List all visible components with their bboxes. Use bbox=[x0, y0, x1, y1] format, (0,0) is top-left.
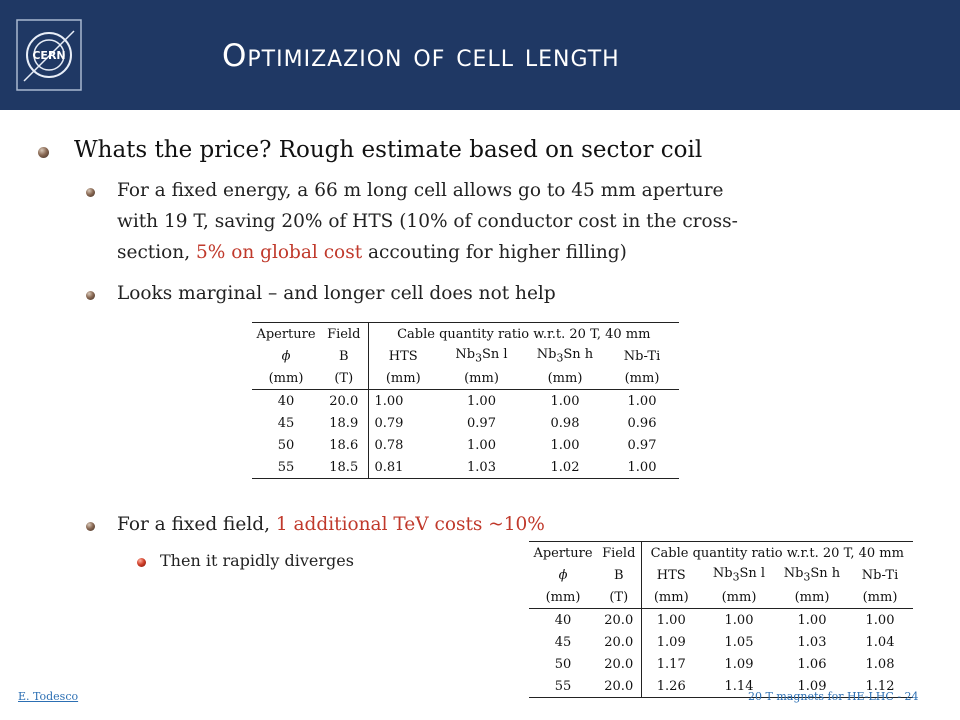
table-row: 40 20.0 1.00 1.00 1.00 1.00 bbox=[252, 389, 679, 412]
table-fixed-field: Aperture Field Cable quantity ratio w.r.… bbox=[529, 541, 913, 698]
footer-slide-info: 20 T magnets for HE-LHC - 24 bbox=[748, 690, 919, 703]
bullet-icon bbox=[137, 558, 146, 567]
footer-author-link[interactable]: E. Todesco bbox=[18, 690, 79, 703]
table-header-row: ϕ B HTS Nb3Sn l Nb3Sn h Nb-Ti bbox=[529, 564, 913, 586]
bullet-text-line: Then it rapidly diverges bbox=[160, 551, 354, 570]
highlight-additional-tev: 1 additional TeV costs ~10% bbox=[275, 514, 545, 535]
bullet-text-line: Looks marginal – and longer cell does no… bbox=[117, 283, 556, 304]
bullet-text-line: with 19 T, saving 20% of HTS (10% of con… bbox=[117, 211, 738, 232]
table-row: 55 18.5 0.81 1.03 1.02 1.00 bbox=[252, 456, 679, 479]
table-row: 50 20.0 1.17 1.09 1.06 1.08 bbox=[529, 653, 913, 675]
table-header-row: Aperture Field Cable quantity ratio w.r.… bbox=[529, 541, 913, 564]
table-row: 40 20.0 1.00 1.00 1.00 1.00 bbox=[529, 608, 913, 631]
table-row: 45 20.0 1.09 1.05 1.03 1.04 bbox=[529, 631, 913, 653]
table-row: 50 18.6 0.78 1.00 1.00 0.97 bbox=[252, 434, 679, 456]
table-row: 45 18.9 0.79 0.97 0.98 0.96 bbox=[252, 412, 679, 434]
svg-text:CERN: CERN bbox=[32, 49, 65, 62]
slide-title: Optimizazion of cell length bbox=[222, 38, 620, 74]
bullet-text-line: For a fixed field, 1 additional TeV cost… bbox=[117, 514, 545, 535]
table-unit-row: (mm) (T) (mm) (mm) (mm) (mm) bbox=[529, 586, 913, 609]
bullet-icon bbox=[38, 147, 49, 158]
highlight-global-cost: 5% on global cost bbox=[195, 242, 363, 263]
bullet-text-line: section, 5% on global cost accouting for… bbox=[117, 242, 627, 263]
table-header-row: ϕ B HTS Nb3Sn l Nb3Sn h Nb-Ti bbox=[252, 345, 679, 367]
bullet-icon bbox=[86, 188, 95, 197]
bullet-text-line: For a fixed energy, a 66 m long cell all… bbox=[117, 180, 724, 201]
table-unit-row: (mm) (T) (mm) (mm) (mm) (mm) bbox=[252, 367, 679, 390]
bullet-icon bbox=[86, 291, 95, 300]
bullet-icon bbox=[86, 522, 95, 531]
bullet-level1-price: Whats the price? Rough estimate based on… bbox=[74, 137, 703, 163]
table-header-row: Aperture Field Cable quantity ratio w.r.… bbox=[252, 322, 679, 345]
table-row: 55 20.0 1.26 1.14 1.09 1.12 bbox=[529, 675, 913, 698]
table-fixed-energy: Aperture Field Cable quantity ratio w.r.… bbox=[252, 322, 679, 479]
header-bar: CERN Optimizazion of cell length bbox=[0, 0, 960, 110]
cern-logo: CERN bbox=[16, 19, 82, 91]
